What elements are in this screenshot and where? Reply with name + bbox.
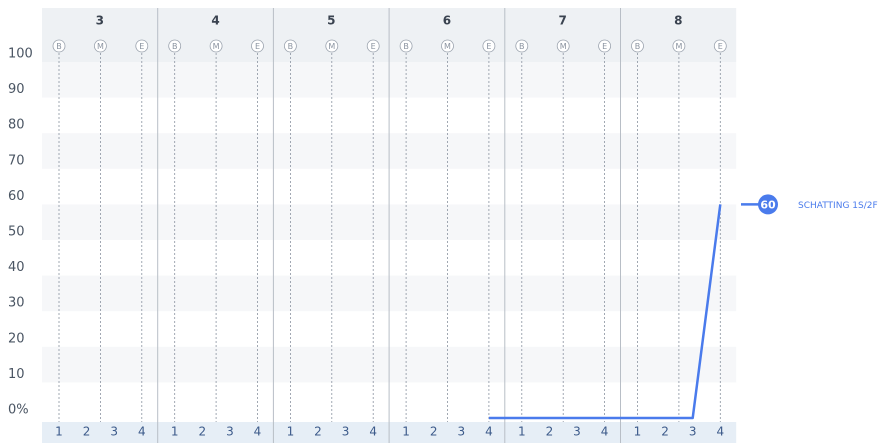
- marker-circle: [631, 39, 644, 53]
- group-label: 4: [211, 14, 219, 28]
- x-tick-label: 2: [661, 425, 669, 439]
- marker-label: B: [403, 42, 409, 51]
- marker-label: E: [139, 42, 144, 51]
- y-tick-label: 60: [8, 189, 25, 204]
- value-badge: [758, 194, 778, 215]
- x-tick-label: 3: [110, 425, 118, 439]
- marker-circle: [598, 39, 611, 53]
- marker-circle: [672, 39, 686, 53]
- marker-label: E: [371, 42, 376, 51]
- x-tick-label: 2: [314, 425, 322, 439]
- x-tick-label: 3: [457, 425, 465, 439]
- value-label: 60: [760, 198, 776, 211]
- y-tick-label: 10: [8, 367, 25, 382]
- marker-circle: [482, 39, 496, 53]
- marker-label: E: [486, 42, 491, 51]
- marker-label: B: [172, 42, 178, 51]
- marker-circle: [515, 39, 529, 53]
- marker-label: E: [255, 42, 260, 51]
- series-name: SCHATTING 1S/2F: [798, 201, 878, 211]
- x-tick-label: 4: [254, 425, 262, 439]
- x-tick-label: 2: [198, 425, 206, 439]
- marker-circle: [713, 39, 727, 53]
- marker-label: M: [560, 42, 567, 51]
- x-tick-label: 2: [546, 425, 554, 439]
- marker-circle: [52, 39, 66, 53]
- x-tick-label: 1: [171, 425, 179, 439]
- marker-label: E: [718, 42, 723, 51]
- marker-label: M: [213, 42, 220, 51]
- marker-circle: [366, 39, 380, 53]
- x-tick-label: 3: [573, 425, 581, 439]
- marker-label: B: [56, 42, 62, 51]
- x-tick-label: 4: [485, 425, 493, 439]
- x-tick-label: 2: [430, 425, 438, 439]
- marker-circle: [94, 39, 107, 53]
- marker-circle: [441, 39, 454, 53]
- y-tick-label: 30: [8, 296, 25, 311]
- y-tick-label: 90: [8, 82, 25, 97]
- marker-circle: [325, 39, 339, 53]
- x-tick-label: 4: [138, 425, 146, 439]
- y-tick-label: 0%: [8, 403, 29, 418]
- marker-label: M: [97, 42, 104, 51]
- marker-circle: [135, 39, 149, 53]
- marker-circle: [251, 39, 264, 53]
- x-tick-label: 1: [287, 425, 295, 439]
- x-tick-label: 3: [342, 425, 350, 439]
- x-tick-label: 2: [83, 425, 91, 439]
- y-tick-label: 100: [8, 47, 33, 62]
- marker-label: B: [635, 42, 641, 51]
- marker-label: E: [602, 42, 607, 51]
- marker-circle: [168, 39, 182, 53]
- y-tick-label: 80: [8, 118, 25, 133]
- marker-label: M: [328, 42, 335, 51]
- x-tick-label: 4: [601, 425, 609, 439]
- group-label: 6: [443, 14, 451, 28]
- x-tick-label: 1: [55, 425, 63, 439]
- marker-label: B: [519, 42, 525, 51]
- y-tick-label: 20: [8, 331, 25, 346]
- group-label: 8: [674, 14, 682, 28]
- x-tick-label: 1: [634, 425, 642, 439]
- x-tick-label: 1: [518, 425, 526, 439]
- y-tick-label: 70: [8, 153, 25, 168]
- group-label: 7: [558, 14, 566, 28]
- x-tick-label: 4: [369, 425, 377, 439]
- x-tick-label: 4: [716, 425, 724, 439]
- group-label: 3: [96, 14, 104, 28]
- x-tick-label: 3: [226, 425, 234, 439]
- marker-circle: [209, 39, 223, 53]
- y-tick-label: 50: [8, 225, 25, 240]
- x-tick-label: 3: [689, 425, 697, 439]
- marker-label: B: [288, 42, 294, 51]
- marker-circle: [283, 39, 297, 53]
- series-line: [488, 204, 722, 420]
- marker-label: M: [675, 42, 682, 51]
- marker-circle: [399, 39, 413, 53]
- y-tick-label: 40: [8, 260, 25, 275]
- x-tick-label: 1: [402, 425, 410, 439]
- marker-label: M: [444, 42, 451, 51]
- marker-circle: [556, 39, 570, 53]
- group-label: 5: [327, 14, 335, 28]
